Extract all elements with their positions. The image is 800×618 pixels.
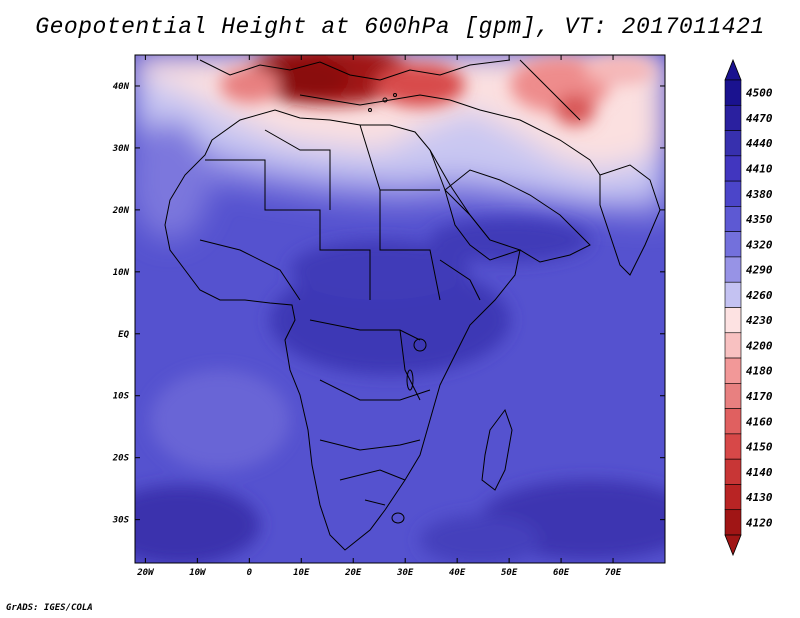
colorbar-level-label: 4290 bbox=[746, 264, 773, 277]
colorbar-swatch bbox=[724, 357, 742, 384]
colorbar-swatch bbox=[724, 433, 742, 460]
height-field bbox=[135, 55, 665, 563]
map-frame bbox=[134, 54, 666, 564]
colorbar-level-label: 4260 bbox=[746, 289, 773, 302]
lat-tick-label: 40N bbox=[113, 82, 130, 92]
colorbar-level-label: 4470 bbox=[746, 112, 773, 125]
colorbar-level-label: 4160 bbox=[746, 415, 773, 428]
colorbar-level-label: 4180 bbox=[746, 365, 773, 378]
lat-tick-label: 10S bbox=[113, 392, 130, 402]
lat-tick-label: 30N bbox=[112, 144, 130, 154]
colorbar-level-label: 4350 bbox=[746, 213, 773, 226]
lon-tick-label: 10W bbox=[189, 568, 207, 578]
lon-tick-label: 30E bbox=[396, 568, 414, 578]
colorbar-level-label: 4140 bbox=[746, 466, 773, 479]
colorbar-level-label: 4130 bbox=[746, 491, 773, 504]
colorbar-level-label: 4320 bbox=[746, 238, 773, 251]
colorbar-level-label: 4150 bbox=[746, 441, 773, 454]
lon-tick-label: 0 bbox=[247, 568, 253, 578]
colorbar-swatch bbox=[724, 307, 742, 334]
lat-tick-label: 20N bbox=[112, 206, 130, 216]
colorbar-bottom-arrow bbox=[724, 534, 742, 557]
lon-tick-label: 40E bbox=[449, 568, 466, 578]
colorbar-swatch bbox=[724, 458, 742, 485]
lon-tick-label: 20E bbox=[344, 568, 362, 578]
coastlines bbox=[164, 59, 661, 551]
colorbar-swatch bbox=[724, 484, 742, 511]
colorbar-level-label: 4410 bbox=[746, 162, 773, 175]
map-title: Geopotential Height at 600hPa [gpm], VT:… bbox=[35, 14, 765, 40]
colorbar-swatch bbox=[724, 408, 742, 435]
colorbar: 4500 4470 4440 4410 4380 4350 4320 4290 4260 4230… bbox=[724, 58, 773, 557]
colorbar-level-label: 4440 bbox=[746, 137, 773, 150]
colorbar-swatch bbox=[724, 332, 742, 359]
colorbar-swatch bbox=[724, 206, 742, 232]
colorbar-level-label: 4200 bbox=[746, 339, 773, 352]
colorbar-swatch bbox=[724, 79, 742, 106]
colorbar-swatch bbox=[724, 383, 742, 409]
lat-tick-label: 30S bbox=[112, 516, 130, 526]
colorbar-level-label: 4230 bbox=[746, 314, 773, 327]
colorbar-swatch bbox=[724, 231, 742, 258]
lon-tick-label: 60E bbox=[553, 568, 570, 578]
lon-tick-label: 50E bbox=[501, 568, 518, 578]
lat-tick-label: EQ bbox=[118, 330, 129, 340]
colorbar-level-label: 4380 bbox=[746, 188, 773, 201]
lon-tick-label: 20W bbox=[136, 568, 155, 578]
colorbar-swatch bbox=[724, 509, 742, 536]
lat-tick-label: 20S bbox=[112, 454, 130, 464]
colorbar-swatch bbox=[724, 130, 742, 157]
colorbar-level-label: 4500 bbox=[746, 87, 773, 100]
colorbar-swatch bbox=[724, 104, 742, 131]
colorbar-level-label: 4170 bbox=[746, 390, 773, 403]
colorbar-top-arrow bbox=[724, 58, 742, 81]
lon-tick-label: 70E bbox=[605, 568, 622, 578]
colorbar-level-label: 4120 bbox=[746, 516, 773, 529]
colorbar-swatch bbox=[724, 281, 742, 308]
grads-credit: GrADS: IGES/COLA bbox=[6, 603, 93, 613]
colorbar-swatch bbox=[724, 256, 742, 283]
lat-tick-label: 10N bbox=[113, 268, 130, 278]
lon-tick-label: 10E bbox=[293, 568, 310, 578]
colorbar-swatch bbox=[724, 180, 742, 207]
axis-ticks: 20W 10W 0 10E 20E 30E 40E 50E 60E 70E 40N 30N 20N 10N… bbox=[112, 55, 665, 578]
colorbar-swatch bbox=[724, 155, 742, 182]
